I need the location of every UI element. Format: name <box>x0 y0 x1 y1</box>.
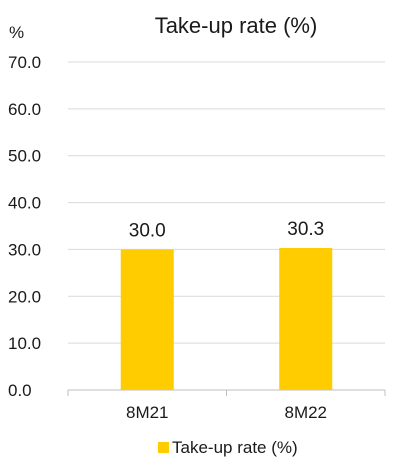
y-tick-label: 0.0 <box>8 381 32 400</box>
y-axis-unit-label: % <box>9 23 24 42</box>
gridlines <box>68 61 385 344</box>
y-tick-label: 70.0 <box>8 53 41 72</box>
y-tick-label: 20.0 <box>8 287 41 306</box>
y-tick-label: 60.0 <box>8 100 41 119</box>
x-tick-label: 8M22 <box>284 403 327 422</box>
y-tick-label: 10.0 <box>8 334 41 353</box>
legend-swatch <box>158 442 169 453</box>
x-tick-label: 8M21 <box>126 403 169 422</box>
bar-8m22 <box>279 248 333 390</box>
y-tick-label: 30.0 <box>8 240 41 259</box>
bars <box>67 248 386 396</box>
bar-8m21 <box>120 249 174 390</box>
y-axis-tick-labels: 0.0 10.0 20.0 30.0 40.0 50.0 60.0 70.0 <box>8 53 41 400</box>
y-tick-label: 40.0 <box>8 194 41 213</box>
data-label: 30.0 <box>129 220 166 241</box>
x-axis-tick-labels: 8M21 8M22 <box>126 403 327 422</box>
chart-title: Take-up rate (%) <box>155 13 318 38</box>
legend-label: Take-up rate (%) <box>172 438 298 457</box>
y-tick-label: 50.0 <box>8 147 41 166</box>
legend: Take-up rate (%) <box>158 438 298 457</box>
data-label: 30.3 <box>287 219 324 240</box>
data-labels: 30.0 30.3 <box>129 219 324 241</box>
